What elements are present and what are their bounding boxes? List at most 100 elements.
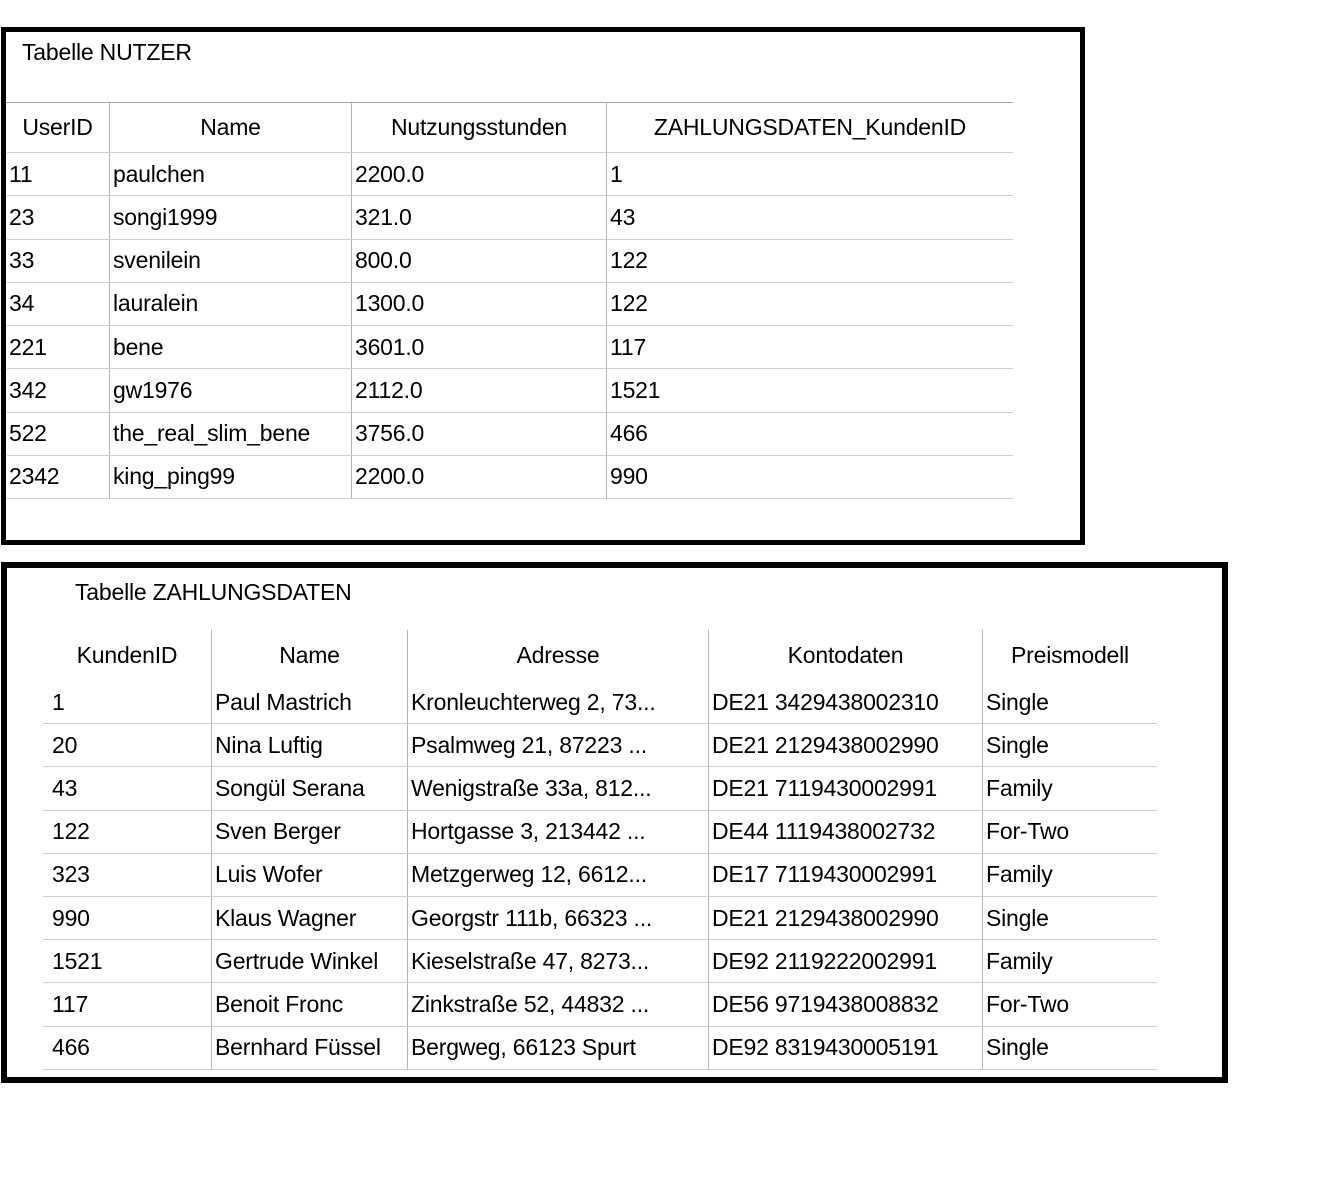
table-cell: Georgstr 111b, 66323 ... [408, 896, 709, 940]
table-cell: Family [986, 861, 1053, 888]
table-cell: 321.0 [352, 196, 607, 239]
table-cell: DE21 2129438002990 [709, 896, 983, 940]
table-cell: DE92 2119222002991 [709, 940, 983, 983]
table-cell: Paul Mastrich [212, 681, 408, 724]
column-header: Adresse [408, 630, 709, 681]
nutzer-header-row: UserID Name Nutzungsstunden ZAHLUNGSDATEN_K… [6, 103, 1013, 153]
table-cell: the_real_slim_bene [110, 412, 352, 455]
column-header: Nutzungsstunden [352, 103, 607, 152]
nutzer-table: UserID Name Nutzungsstunden ZAHLUNGSDATEN_K… [6, 102, 1013, 499]
table-cell: Family [986, 774, 1053, 801]
table-cell: Bergweg, 66123 Spurt [408, 1026, 709, 1069]
table-cell: 23 [6, 196, 110, 239]
table-cell: Luis Wofer [212, 853, 408, 896]
column-header: KundenID [43, 630, 212, 681]
table-row: 122 Sven Berger Hortgasse 3, 213442 ... DE4… [43, 810, 1157, 854]
table-cell: Klaus Wagner [212, 896, 408, 940]
nutzer-table-panel: Tabelle NUTZER UserID Name Nutzungsstunden… [1, 27, 1085, 545]
table-cell: DE21 7119430002991 [709, 767, 983, 810]
table-cell: 1521 [610, 376, 661, 403]
table-cell: Bernhard Füssel [212, 1026, 408, 1069]
column-header: Name [212, 630, 408, 681]
table-cell: 466 [43, 1026, 212, 1069]
table-cell: DE44 1119438002732 [709, 810, 983, 853]
table-row: 20 Nina Luftig Psalmweg 21, 87223 ... DE21 … [43, 724, 1157, 768]
table-cell: DE17 7119430002991 [709, 853, 983, 896]
table-cell: 117 [43, 983, 212, 1026]
table-cell: 800.0 [352, 239, 607, 282]
table-cell: Single [986, 688, 1049, 715]
zahlungsdaten-table-title: Tabelle ZAHLUNGSDATEN [75, 579, 352, 605]
zahlungsdaten-table-panel: Tabelle ZAHLUNGSDATEN KundenID Name Adress… [1, 562, 1228, 1083]
table-cell: 1300.0 [352, 282, 607, 325]
table-cell: Hortgasse 3, 213442 ... [408, 810, 709, 853]
table-cell: 1521 [43, 940, 212, 983]
table-cell: Benoit Fronc [212, 983, 408, 1026]
column-header: Name [110, 103, 352, 152]
column-header: ZAHLUNGSDATEN_KundenID [653, 114, 967, 140]
table-row: 33 svenilein 800.0 122 [6, 239, 1013, 283]
table-row: 522 the_real_slim_bene 3756.0 466 [6, 412, 1013, 456]
table-row: 117 Benoit Fronc Zinkstraße 52, 44832 ... D… [43, 983, 1157, 1027]
table-cell: Kronleuchterweg 2, 73... [408, 681, 709, 724]
table-cell: king_ping99 [110, 455, 352, 498]
table-cell: 2342 [6, 455, 110, 498]
table-cell: 3756.0 [352, 412, 607, 455]
table-cell: DE21 3429438002310 [709, 681, 983, 724]
table-cell: 34 [6, 282, 110, 325]
table-cell: 2112.0 [352, 369, 607, 412]
table-row: 990 Klaus Wagner Georgstr 111b, 66323 ... D… [43, 896, 1157, 941]
table-cell: 2200.0 [352, 455, 607, 498]
table-cell: 1 [610, 160, 623, 187]
table-cell: Kieselstraße 47, 8273... [408, 940, 709, 983]
table-cell: 3601.0 [352, 326, 607, 369]
table-row: 342 gw1976 2112.0 1521 [6, 369, 1013, 413]
column-header: Kontodaten [709, 630, 983, 681]
table-cell: 122 [610, 290, 648, 317]
table-cell: 122 [43, 810, 212, 853]
table-row: 323 Luis Wofer Metzgerweg 12, 6612... DE17 … [43, 853, 1157, 897]
nutzer-table-title: Tabelle NUTZER [22, 39, 192, 65]
table-cell: Single [986, 1034, 1049, 1061]
table-cell: 990 [610, 463, 648, 490]
column-header: Preismodell [1011, 642, 1129, 668]
zahlungsdaten-header-row: KundenID Name Adresse Kontodaten Preismodell [43, 630, 1157, 681]
table-row: 466 Bernhard Füssel Bergweg, 66123 Spurt DE… [43, 1026, 1157, 1070]
table-cell: 117 [610, 333, 647, 360]
table-cell: DE92 8319430005191 [709, 1026, 983, 1069]
table-cell: 20 [43, 724, 212, 767]
table-cell: gw1976 [110, 369, 352, 412]
table-cell: Nina Luftig [212, 724, 408, 767]
table-row: 43 Songül Serana Wenigstraße 33a, 812... DE… [43, 767, 1157, 811]
table-cell: 2200.0 [352, 153, 607, 196]
table-cell: 323 [43, 853, 212, 896]
column-header: UserID [6, 103, 110, 152]
table-cell: For-Two [986, 990, 1069, 1017]
zahlungsdaten-table: KundenID Name Adresse Kontodaten Preismodell… [43, 630, 1157, 1070]
table-cell: Zinkstraße 52, 44832 ... [408, 983, 709, 1026]
table-cell: Songül Serana [212, 767, 408, 810]
table-cell: 43 [43, 767, 212, 810]
table-cell: 43 [610, 203, 636, 230]
table-row: 2342 king_ping99 2200.0 990 [6, 455, 1013, 499]
table-cell: 342 [6, 369, 110, 412]
table-cell: lauralein [110, 282, 352, 325]
table-cell: 990 [43, 896, 212, 940]
table-cell: Psalmweg 21, 87223 ... [408, 724, 709, 767]
table-cell: DE56 9719438008832 [709, 983, 983, 1026]
table-cell: Sven Berger [212, 810, 408, 853]
table-row: 1521 Gertrude Winkel Kieselstraße 47, 8273… [43, 940, 1157, 984]
table-row: 34 lauralein 1300.0 122 [6, 282, 1013, 326]
table-cell: Wenigstraße 33a, 812... [408, 767, 709, 810]
table-row: 1 Paul Mastrich Kronleuchterweg 2, 73... DE… [43, 681, 1157, 725]
table-cell: Family [986, 947, 1053, 974]
table-cell: DE21 2129438002990 [709, 724, 983, 767]
table-row: 221 bene 3601.0 117 [6, 326, 1013, 370]
table-cell: songi1999 [110, 196, 352, 239]
table-cell: Single [986, 731, 1049, 758]
table-row: 11 paulchen 2200.0 1 [6, 153, 1013, 197]
table-cell: 11 [6, 153, 110, 196]
table-cell: Gertrude Winkel [212, 940, 408, 983]
table-cell: 33 [6, 239, 110, 282]
table-cell: Single [986, 904, 1049, 931]
